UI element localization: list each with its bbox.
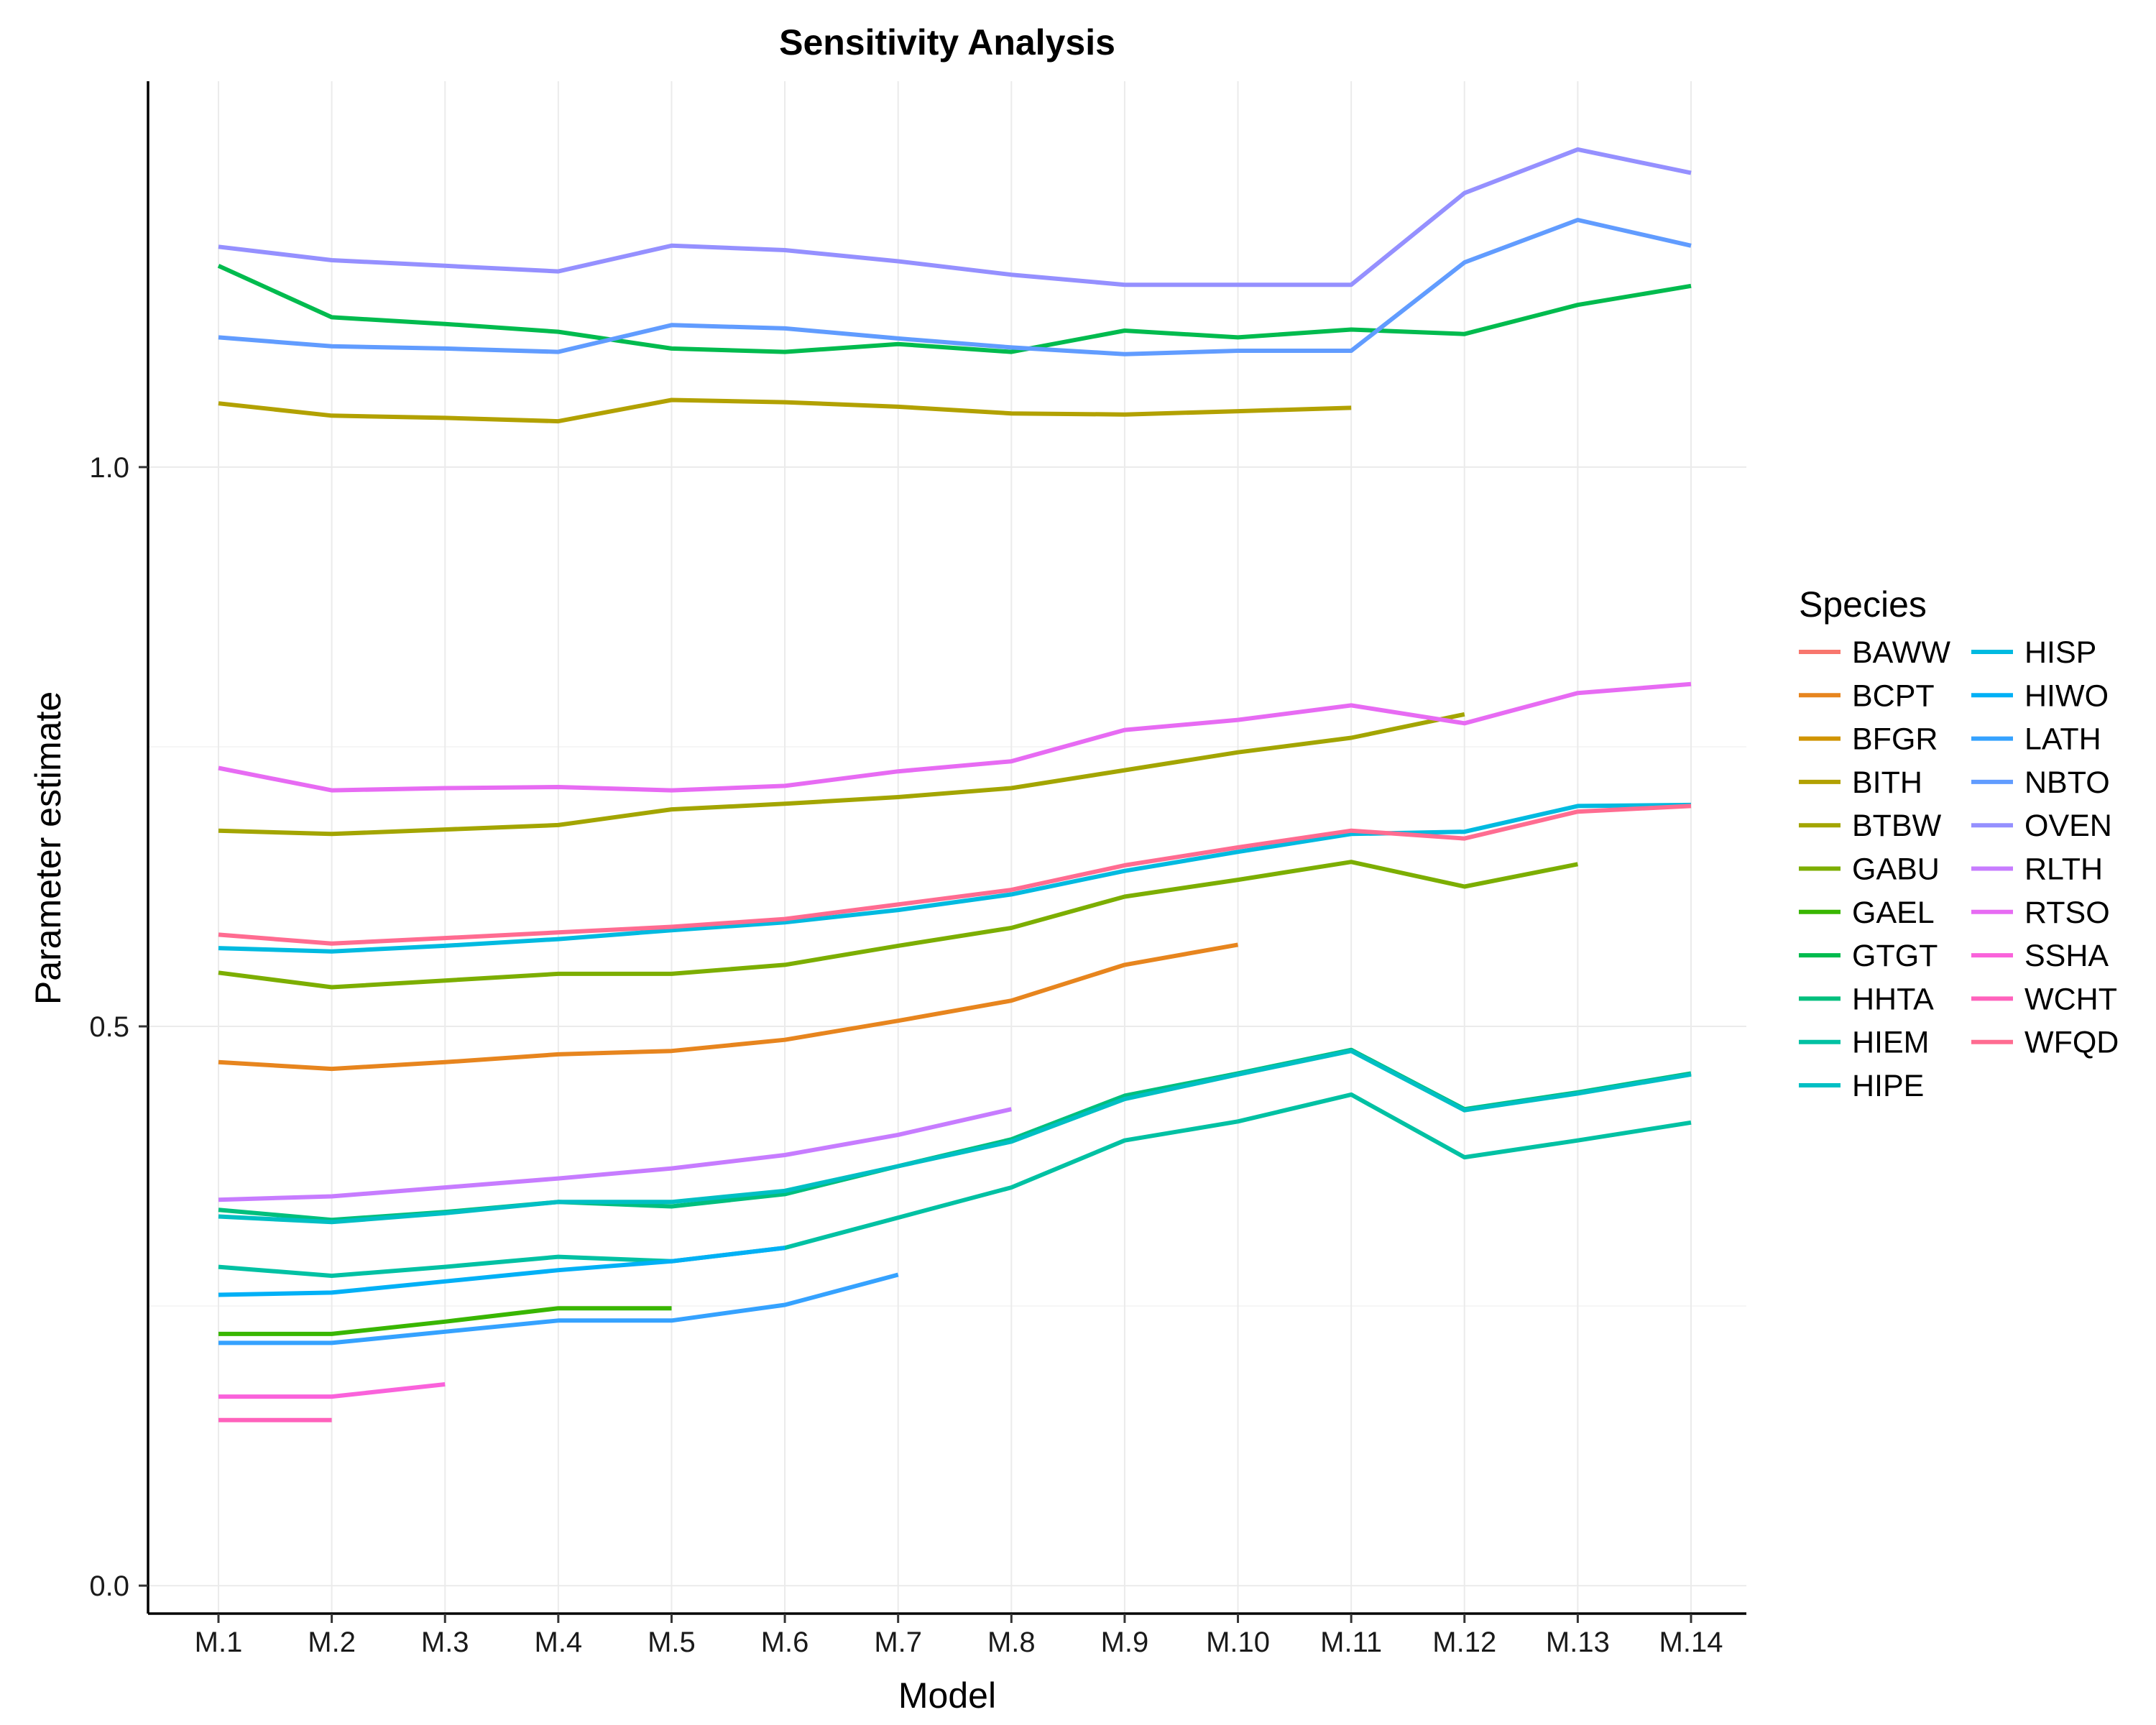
series-line-bcpt: [218, 942, 1239, 1072]
legend-item-bfgr: BFGR: [1799, 722, 1938, 757]
y-tick-label: 0.5: [89, 1011, 129, 1043]
x-tick-label: M.9: [1101, 1627, 1149, 1658]
series-line-nbto: [218, 218, 1692, 356]
x-tick-label: M.11: [1320, 1627, 1382, 1658]
x-axis-title: Model: [898, 1675, 996, 1716]
legend-label: GTGT: [1852, 939, 1938, 973]
series-line-hipe: [218, 1049, 1692, 1225]
legend-item-ssha: SSHA: [1971, 939, 2109, 973]
x-tick-label: M.10: [1206, 1627, 1270, 1658]
series-line-hiem: [218, 1092, 1692, 1278]
x-tick-labels: M.1 M.2 M.3 M.4 M.5 M.6 M.7 M.8 M.9 M.10 M.11 M.12 M…: [195, 1614, 1723, 1658]
x-tick-label: M.5: [648, 1627, 696, 1658]
legend-item-bcpt: BCPT: [1799, 678, 1935, 713]
legend-label: GAEL: [1852, 896, 1935, 930]
series-line-rlth: [218, 1107, 1012, 1202]
legend-label: BAWW: [1852, 635, 1950, 670]
y-tick-labels: 0.0 0.5 1.0: [89, 452, 148, 1602]
series-line-rtso: [218, 681, 1692, 793]
legend-title: Species: [1799, 584, 1927, 625]
series-line-btbw: [218, 712, 1465, 837]
legend-label: LATH: [2024, 722, 2101, 757]
legend: Species BAWW BCPT BFGR BITH BTBW GABU GAEL GTGT…: [1799, 584, 2119, 1103]
series-line-gabu: [218, 860, 1578, 990]
legend-item-gabu: GABU: [1799, 852, 1940, 887]
legend-item-baww: BAWW: [1799, 635, 1950, 670]
legend-item-rlth: RLTH: [1971, 852, 2103, 887]
x-tick-label: M.13: [1546, 1627, 1610, 1658]
legend-label: HHTA: [1852, 982, 1934, 1016]
legend-label: BCPT: [1852, 678, 1935, 713]
legend-label: HIPE: [1852, 1069, 1924, 1103]
legend-item-wcht: WCHT: [1971, 982, 2117, 1016]
x-tick-label: M.8: [987, 1627, 1036, 1658]
series-layer: [217, 147, 1692, 1422]
legend-label: WCHT: [2024, 982, 2117, 1016]
series-line-lath: [218, 1272, 899, 1346]
legend-item-nbto: NBTO: [1971, 765, 2110, 800]
series-line-hiwo: [218, 1246, 786, 1297]
legend-item-wfqd: WFQD: [1971, 1026, 2119, 1060]
legend-item-btbw: BTBW: [1799, 809, 1942, 843]
legend-label: NBTO: [2024, 765, 2110, 800]
y-tick-label: 1.0: [89, 452, 129, 484]
x-tick-label: M.3: [421, 1627, 469, 1658]
series-line-ssha: [218, 1382, 446, 1399]
legend-label: HIEM: [1852, 1026, 1930, 1060]
legend-item-hisp: HISP: [1971, 635, 2096, 670]
legend-item-gael: GAEL: [1799, 896, 1935, 930]
series-line-hisp: [218, 802, 1692, 954]
legend-label: WFQD: [2024, 1026, 2119, 1060]
legend-item-hiem: HIEM: [1799, 1026, 1930, 1060]
legend-item-hhta: HHTA: [1799, 982, 1934, 1016]
series-line-oven: [218, 147, 1692, 288]
x-tick-label: M.14: [1659, 1627, 1723, 1658]
legend-label: GABU: [1852, 852, 1940, 887]
x-tick-label: M.1: [195, 1627, 243, 1658]
legend-label: SSHA: [2024, 939, 2109, 973]
x-tick-label: M.4: [535, 1627, 583, 1658]
series-line-wfqd: [218, 804, 1692, 946]
legend-label: BFGR: [1852, 722, 1938, 757]
legend-item-gtgt: GTGT: [1799, 939, 1938, 973]
y-axis-title: Parameter estimate: [28, 691, 68, 1005]
legend-label: HIWO: [2024, 678, 2109, 713]
x-tick-label: M.6: [761, 1627, 809, 1658]
legend-label: BITH: [1852, 765, 1922, 800]
x-tick-label: M.2: [308, 1627, 356, 1658]
series-line-bith: [218, 397, 1352, 424]
chart-title: Sensitivity Analysis: [779, 22, 1115, 63]
legend-item-rtso: RTSO: [1971, 896, 2110, 930]
y-tick-label: 0.0: [89, 1570, 129, 1602]
legend-label: RTSO: [2024, 896, 2110, 930]
x-tick-label: M.7: [874, 1627, 922, 1658]
legend-item-oven: OVEN: [1971, 809, 2112, 843]
legend-label: BTBW: [1852, 809, 1942, 843]
series-line-gtgt: [217, 264, 1692, 354]
legend-item-hiwo: HIWO: [1971, 678, 2109, 713]
legend-label: RLTH: [2024, 852, 2103, 887]
axes-layer: [147, 81, 1746, 1615]
legend-item-hipe: HIPE: [1799, 1069, 1924, 1103]
legend-item-lath: LATH: [1971, 722, 2101, 757]
legend-item-bith: BITH: [1799, 765, 1922, 800]
series-line-gael: [218, 1306, 672, 1336]
legend-items: BAWW BCPT BFGR BITH BTBW GABU GAEL GTGT HHTA HIEM…: [1799, 635, 2119, 1103]
legend-label: OVEN: [2024, 809, 2112, 843]
x-tick-label: M.12: [1432, 1627, 1496, 1658]
legend-label: HISP: [2024, 635, 2096, 670]
